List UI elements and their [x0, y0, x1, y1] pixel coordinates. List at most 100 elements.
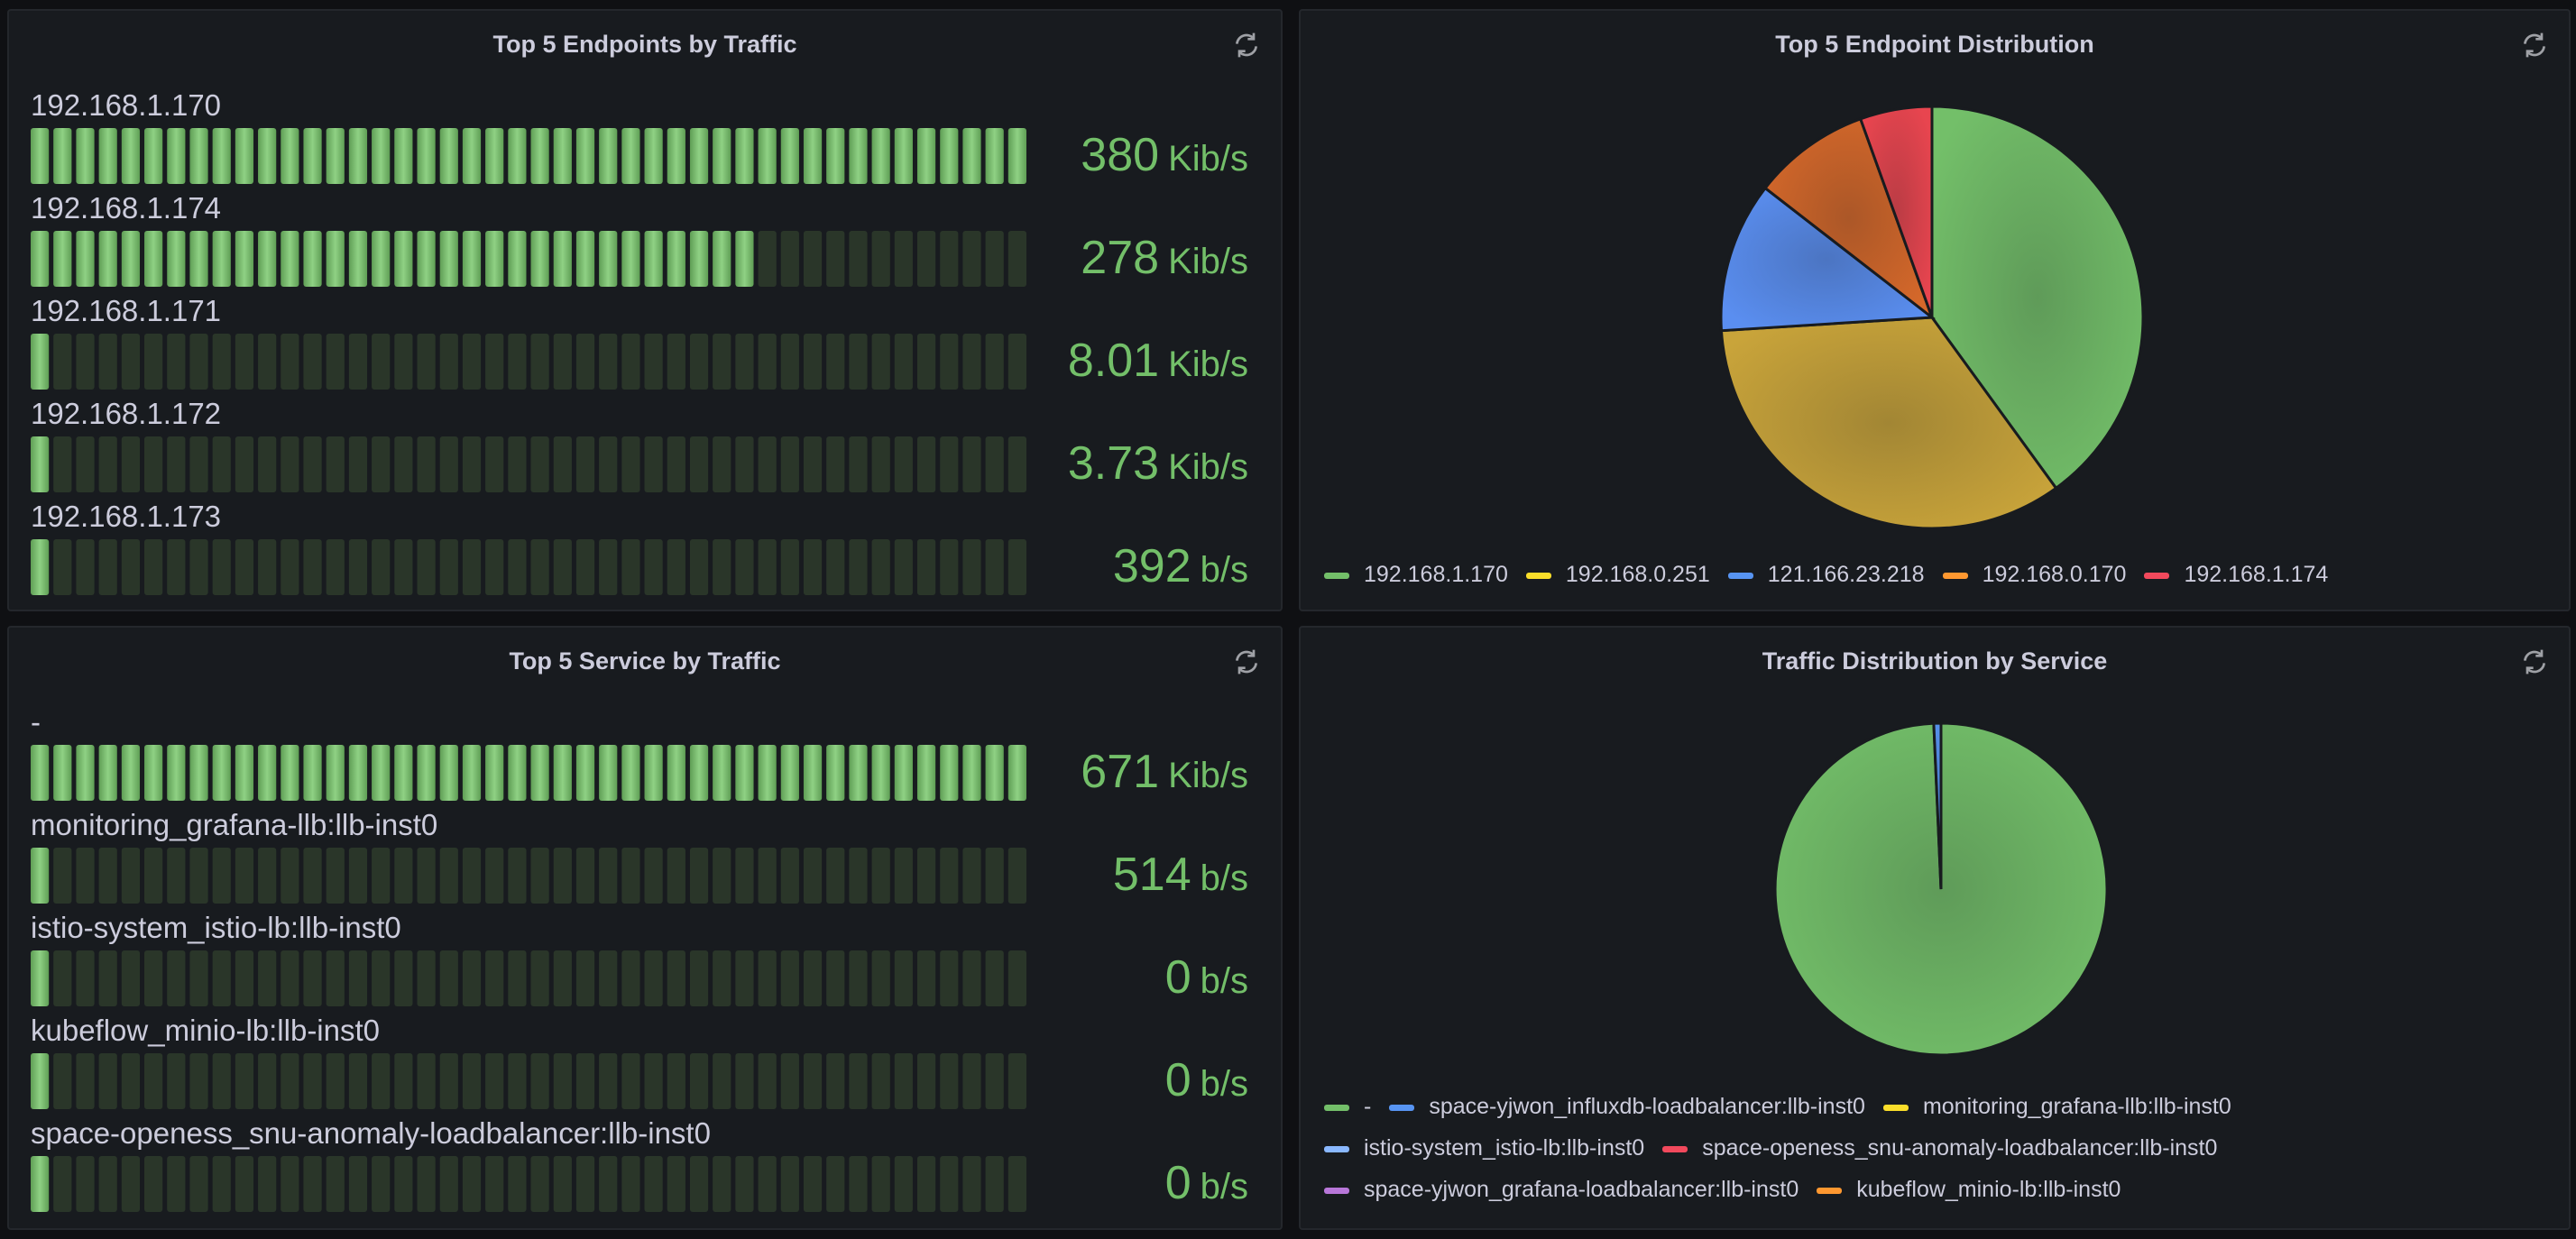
refresh-icon[interactable]: [1232, 31, 1261, 60]
gauge-cell: [485, 1053, 504, 1109]
legend-item[interactable]: 192.168.0.251: [1525, 561, 1710, 588]
pie-slice[interactable]: [1719, 186, 1937, 333]
gauge-cell: [1007, 745, 1026, 801]
gauge-cell: [303, 436, 322, 492]
gauge-cell: [167, 231, 186, 287]
gauge-cell: [713, 539, 731, 595]
pie-slice[interactable]: [1762, 116, 1936, 322]
gauge-cell: [962, 128, 981, 184]
gauge-cell: [826, 1156, 845, 1212]
legend-swatch: [1324, 1187, 1349, 1194]
legend-item[interactable]: -: [1324, 1094, 1371, 1120]
gauge-cell: [894, 848, 913, 904]
endpoint-pie-chart[interactable]: [1716, 101, 2148, 534]
gauge-cell: [894, 334, 913, 390]
gauge-cell: [644, 1156, 663, 1212]
gauge-cell: [894, 539, 913, 595]
legend-item[interactable]: 192.168.1.170: [1324, 562, 1508, 588]
pie-slice[interactable]: [1719, 316, 2058, 530]
gauge-cell: [644, 436, 663, 492]
legend-item[interactable]: istio-system_istio-lb:llb-inst0: [1324, 1135, 1644, 1161]
legend-label: 192.168.0.251: [1565, 561, 1710, 587]
legend-swatch: [1324, 1104, 1349, 1111]
gauge-cell: [189, 436, 208, 492]
gauge-cell: [713, 1053, 731, 1109]
gauge-cell: [189, 539, 208, 595]
gauge-cell: [553, 436, 572, 492]
legend-item[interactable]: space-yjwon_grafana-loadbalancer:llb-ins…: [1324, 1177, 1799, 1203]
gauge-cell: [575, 436, 595, 492]
gauge-cell: [31, 128, 50, 184]
gauge-cell: [530, 231, 549, 287]
gauge-cell: [121, 334, 141, 390]
gauge-cell: [189, 1053, 208, 1109]
gauge-cell: [735, 1156, 754, 1212]
top_endpoints-row-value: 8.01 Kib/s: [1068, 334, 1248, 388]
gauge-cell: [326, 1053, 345, 1109]
gauge-cell: [76, 231, 95, 287]
gauge-cell: [144, 1156, 163, 1212]
gauge-cell: [394, 1053, 413, 1109]
legend-item[interactable]: 121.166.23.218: [1727, 562, 1925, 588]
gauge-cell: [167, 334, 186, 390]
legend-item[interactable]: space-yjwon_influxdb-loadbalancer:llb-in…: [1389, 1094, 1865, 1120]
gauge-cell: [826, 436, 845, 492]
gauge-cell: [599, 334, 618, 390]
gauge-cell: [689, 539, 709, 595]
refresh-icon[interactable]: [2520, 31, 2549, 60]
legend-item[interactable]: space-openess_snu-anomaly-loadbalancer:l…: [1662, 1135, 2217, 1161]
gauge-cell: [462, 1053, 482, 1109]
gauge-cell: [644, 231, 663, 287]
gauge-cell: [621, 334, 640, 390]
gauge-cell: [508, 1156, 527, 1212]
gauge-cell: [713, 1156, 731, 1212]
gauge-cell: [394, 848, 413, 904]
gauge-cell: [31, 231, 50, 287]
gauge-cell: [508, 1053, 527, 1109]
gauge-cell: [439, 539, 458, 595]
legend-item[interactable]: monitoring_grafana-llb:llb-inst0: [1882, 1094, 2231, 1120]
gauge-cell: [916, 128, 936, 184]
gauge-cell: [98, 231, 117, 287]
gauge-cell: [121, 436, 141, 492]
pie-slice[interactable]: [1932, 721, 1943, 890]
gauge-cell: [76, 848, 95, 904]
gauge-cell: [780, 231, 799, 287]
gauge-cell: [871, 745, 890, 801]
value-unit: b/s: [1200, 1167, 1248, 1207]
gauge-cell: [575, 128, 595, 184]
refresh-icon[interactable]: [2520, 647, 2549, 676]
gauge-cell: [235, 436, 254, 492]
gauge-cell: [485, 128, 504, 184]
gauge-cell: [76, 128, 95, 184]
gauge-cell: [621, 848, 640, 904]
top_services-row-label: kubeflow_minio-lb:llb-inst0: [31, 1014, 381, 1047]
gauge-cell: [508, 436, 527, 492]
legend-item[interactable]: kubeflow_minio-lb:llb-inst0: [1817, 1177, 2121, 1203]
gauge-cell: [871, 950, 890, 1006]
gauge-cell: [985, 1053, 1004, 1109]
gauge-cell: [871, 334, 890, 390]
gauge-cell: [667, 128, 685, 184]
gauge-cell: [826, 950, 845, 1006]
gauge-cell: [98, 848, 117, 904]
legend-item[interactable]: 192.168.0.170: [1942, 562, 2126, 588]
legend-swatch: [1817, 1187, 1843, 1194]
pie-slice[interactable]: [1858, 105, 1934, 318]
gauge-cell: [599, 745, 618, 801]
value-unit: Kib/s: [1168, 447, 1248, 487]
gauge-cell: [803, 436, 823, 492]
refresh-icon[interactable]: [1232, 647, 1261, 676]
legend-item[interactable]: 192.168.1.174: [2144, 562, 2328, 588]
gauge-cell: [916, 745, 936, 801]
gauge-cell: [281, 848, 299, 904]
gauge-cell: [167, 950, 186, 1006]
service-pie-chart[interactable]: [1770, 718, 2112, 1060]
gauge-cell: [940, 1053, 959, 1109]
gauge-cell: [508, 745, 527, 801]
pie-slice[interactable]: [1930, 105, 2145, 491]
gauge-cell: [713, 745, 731, 801]
gauge-cell: [53, 128, 72, 184]
gauge-cell: [621, 231, 640, 287]
gauge-cell: [76, 1156, 95, 1212]
